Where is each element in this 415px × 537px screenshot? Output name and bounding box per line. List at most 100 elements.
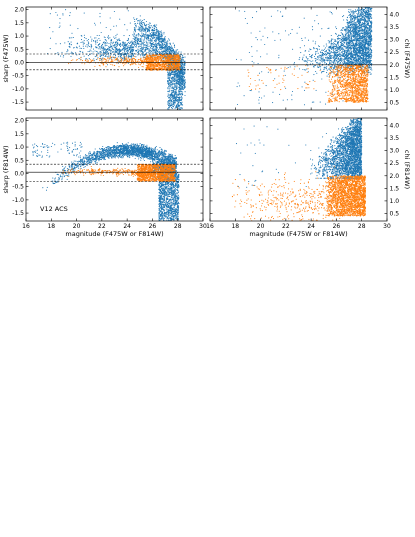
data-point bbox=[117, 41, 119, 43]
data-point bbox=[153, 32, 155, 34]
data-point bbox=[155, 31, 157, 34]
data-point bbox=[161, 60, 163, 63]
data-point bbox=[138, 39, 140, 41]
data-point bbox=[102, 62, 104, 64]
data-point bbox=[122, 53, 124, 55]
data-point bbox=[176, 106, 178, 108]
data-point bbox=[174, 85, 176, 87]
data-point bbox=[171, 58, 173, 60]
data-point bbox=[174, 46, 176, 48]
data-point bbox=[313, 55, 316, 58]
data-point bbox=[146, 46, 148, 48]
data-point bbox=[141, 21, 143, 23]
data-point bbox=[107, 58, 109, 60]
data-point bbox=[150, 57, 152, 59]
data-point bbox=[69, 46, 71, 49]
data-point bbox=[156, 31, 158, 33]
data-point bbox=[142, 22, 144, 24]
data-point bbox=[176, 87, 178, 89]
data-point bbox=[179, 55, 181, 57]
data-point bbox=[135, 63, 137, 66]
data-point bbox=[320, 60, 322, 62]
data-point bbox=[87, 38, 90, 41]
data-point bbox=[176, 86, 178, 88]
data-point bbox=[177, 52, 179, 54]
data-point bbox=[120, 57, 123, 59]
data-point bbox=[55, 43, 57, 45]
data-point bbox=[99, 48, 101, 50]
data-point bbox=[123, 58, 125, 60]
data-point bbox=[155, 45, 158, 47]
data-point bbox=[179, 79, 181, 81]
data-point bbox=[59, 43, 61, 45]
data-point bbox=[122, 59, 124, 61]
data-point bbox=[115, 59, 118, 61]
data-point bbox=[112, 50, 114, 53]
data-point bbox=[179, 81, 181, 83]
data-point bbox=[162, 44, 164, 46]
series-orange bbox=[68, 53, 181, 71]
data-point bbox=[177, 99, 179, 101]
data-point bbox=[182, 70, 184, 72]
data-point bbox=[88, 45, 91, 48]
data-point bbox=[137, 59, 139, 61]
data-point bbox=[166, 62, 168, 64]
data-point bbox=[106, 48, 108, 51]
data-point bbox=[155, 39, 157, 41]
data-point bbox=[156, 56, 158, 58]
data-point bbox=[162, 43, 164, 45]
data-point bbox=[302, 56, 304, 58]
data-point bbox=[177, 70, 179, 72]
data-point bbox=[111, 61, 113, 63]
data-point bbox=[127, 38, 130, 40]
data-point bbox=[179, 94, 181, 96]
data-point bbox=[129, 59, 131, 61]
data-point bbox=[153, 66, 155, 68]
data-point bbox=[76, 59, 78, 61]
data-point bbox=[108, 56, 110, 58]
data-point bbox=[108, 46, 110, 48]
data-point bbox=[121, 42, 123, 44]
data-point bbox=[178, 72, 180, 74]
data-point bbox=[167, 103, 169, 106]
data-point bbox=[330, 44, 332, 46]
data-point bbox=[120, 60, 122, 62]
data-point bbox=[371, 69, 373, 71]
data-point bbox=[106, 52, 108, 54]
data-point bbox=[174, 68, 176, 70]
data-point bbox=[147, 63, 149, 66]
data-point bbox=[151, 45, 153, 48]
data-point bbox=[127, 46, 129, 48]
data-point bbox=[154, 44, 156, 46]
data-point bbox=[178, 80, 181, 82]
data-point bbox=[352, 63, 354, 65]
data-point bbox=[322, 71, 324, 73]
data-point bbox=[126, 58, 128, 60]
data-point bbox=[167, 80, 169, 82]
axes-frame bbox=[25, 6, 204, 111]
data-point bbox=[151, 36, 153, 38]
data-point bbox=[179, 54, 181, 56]
data-point bbox=[119, 55, 121, 57]
data-point bbox=[184, 71, 186, 73]
data-point bbox=[180, 80, 182, 82]
data-point bbox=[157, 30, 159, 32]
data-point bbox=[178, 65, 180, 67]
data-point bbox=[142, 27, 144, 29]
data-point bbox=[142, 54, 144, 56]
data-point bbox=[165, 67, 167, 69]
data-point bbox=[330, 34, 332, 37]
data-point bbox=[141, 50, 143, 52]
data-point bbox=[179, 57, 181, 59]
data-point bbox=[112, 59, 114, 61]
data-point bbox=[149, 22, 151, 24]
data-point bbox=[168, 79, 170, 82]
data-point bbox=[182, 83, 184, 86]
data-point bbox=[346, 36, 348, 38]
data-point bbox=[159, 52, 161, 54]
data-point bbox=[168, 49, 170, 51]
data-point bbox=[131, 43, 133, 45]
data-point bbox=[158, 31, 160, 33]
data-point bbox=[164, 59, 166, 61]
